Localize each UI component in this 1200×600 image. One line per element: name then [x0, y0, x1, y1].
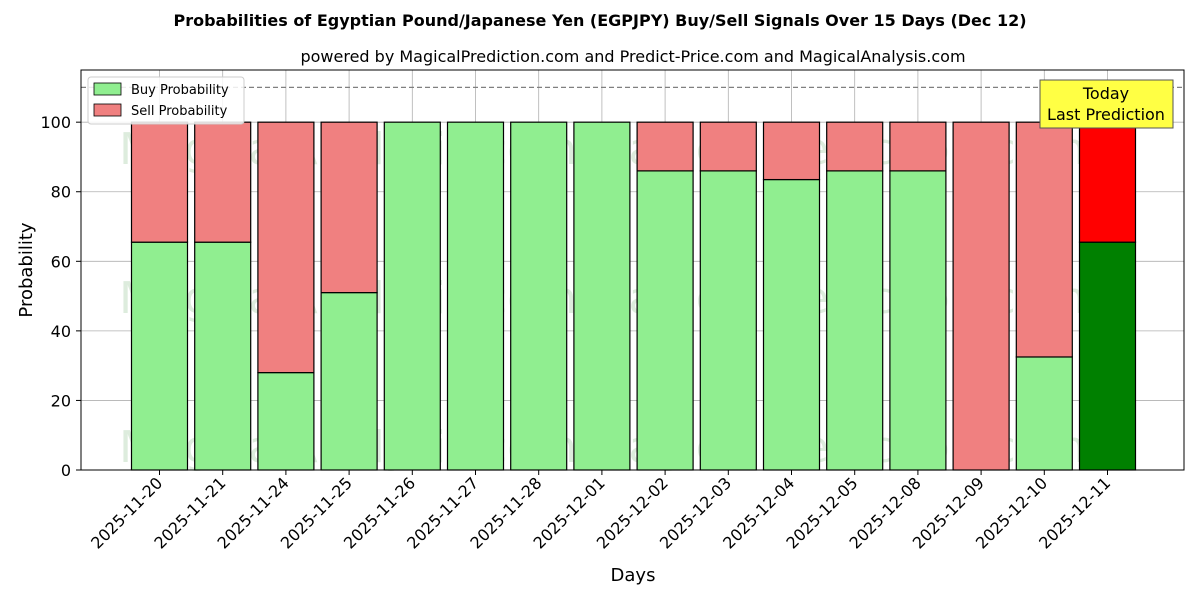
- x-axis-label: Days: [611, 565, 656, 586]
- bar-sell-2025-12-05: [826, 121, 884, 172]
- bar-buy-2025-12-10: [1015, 356, 1073, 471]
- bar-buy-2025-12-02: [636, 170, 694, 471]
- bar-sell-2025-12-02: [636, 121, 694, 172]
- bar-buy-2025-11-20: [130, 241, 189, 471]
- legend-label-buy: Buy Probability: [131, 83, 229, 98]
- bar-buy-2025-12-11: [1078, 241, 1137, 471]
- y-axis-label: Probability: [16, 222, 37, 317]
- bar-sell-2025-12-08: [889, 121, 947, 172]
- y-tick-label-3: 60: [51, 252, 71, 271]
- bar-buy-2025-11-28: [510, 121, 568, 471]
- chart-title: Probabilities of Egyptian Pound/Japanese…: [173, 11, 1026, 30]
- bar-buy-2025-11-27: [446, 121, 505, 471]
- bar-sell-2025-12-10: [1015, 121, 1073, 358]
- bar-sell-2025-12-11: [1078, 121, 1137, 243]
- y-tick-label-1: 20: [51, 391, 71, 410]
- bar-sell-2025-11-24: [257, 121, 315, 374]
- legend-swatch-buy: [93, 82, 122, 96]
- today-annotation-line2: Last Prediction: [1047, 105, 1165, 124]
- bar-sell-2025-12-09: [952, 121, 1010, 471]
- bar-buy-2025-12-01: [573, 121, 631, 471]
- bar-buy-2025-11-25: [320, 292, 378, 471]
- bar-buy-2025-12-08: [889, 170, 947, 471]
- bar-buy-2025-11-24: [257, 372, 315, 471]
- y-tick-label-0: 0: [61, 461, 71, 480]
- bar-buy-2025-11-21: [194, 241, 252, 471]
- y-tick-label-5: 100: [40, 113, 71, 132]
- bar-buy-2025-11-26: [383, 121, 441, 471]
- y-tick-label-2: 40: [51, 322, 71, 341]
- legend-box: [87, 76, 245, 125]
- bar-sell-2025-11-21: [194, 121, 252, 243]
- legend: Buy Probability Sell Probability: [87, 76, 245, 125]
- today-annotation: Today Last Prediction: [1039, 79, 1174, 129]
- bar-sell-2025-11-20: [130, 121, 189, 243]
- bars: [130, 121, 1137, 471]
- chart-subtitle: powered by MagicalPrediction.com and Pre…: [300, 47, 965, 66]
- today-annotation-box: [1039, 79, 1174, 129]
- bar-sell-2025-12-03: [699, 121, 757, 172]
- bar-buy-2025-12-03: [699, 170, 757, 471]
- y-tick-label-4: 80: [51, 183, 71, 202]
- bar-sell-2025-11-25: [320, 121, 378, 294]
- plot-frame: [80, 69, 1185, 471]
- legend-swatch-sell: [93, 103, 122, 117]
- bar-sell-2025-12-04: [762, 121, 821, 181]
- legend-label-sell: Sell Probability: [131, 104, 228, 119]
- bar-buy-2025-12-05: [826, 170, 884, 471]
- today-annotation-line1: Today: [1082, 84, 1129, 103]
- bar-buy-2025-12-04: [762, 178, 821, 471]
